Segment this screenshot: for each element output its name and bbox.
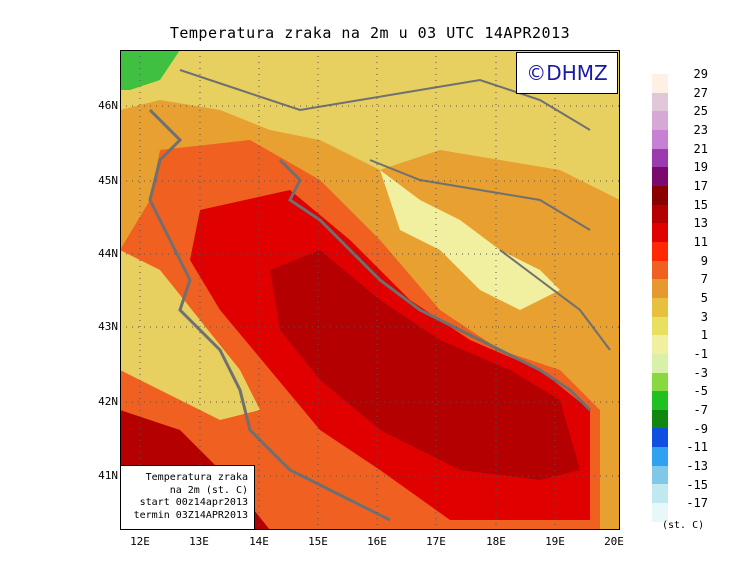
lat-tick: 45N xyxy=(98,174,118,187)
colorbar-swatch xyxy=(652,148,668,168)
colorbar-swatch xyxy=(652,335,668,354)
colorbar xyxy=(652,74,668,522)
colorbar-tick-label: 19 xyxy=(693,160,708,175)
colorbar-tick-label: 21 xyxy=(693,141,708,156)
colorbar-swatch xyxy=(652,484,668,504)
map-frame xyxy=(120,50,620,530)
lon-tick: 13E xyxy=(189,535,209,548)
colorbar-swatch xyxy=(652,223,668,242)
info-line: na 2m (st. C) xyxy=(169,484,248,496)
colorbar-swatch xyxy=(652,111,668,130)
lon-tick: 14E xyxy=(249,535,269,548)
north-yellow-zone xyxy=(120,50,620,200)
lat-tick: 41N xyxy=(98,469,118,482)
lon-tick: 20E xyxy=(604,535,624,548)
colorbar-tick-label: -11 xyxy=(686,440,708,455)
colorbar-swatch xyxy=(652,353,668,373)
colorbar-unit: (st. C) xyxy=(662,520,705,531)
lon-tick: 16E xyxy=(367,535,387,548)
colorbar-tick-label: 13 xyxy=(693,216,708,231)
colorbar-tick-label: -13 xyxy=(686,458,708,473)
colorbar-swatch xyxy=(652,279,668,298)
green-corner xyxy=(120,50,180,90)
colorbar-swatch xyxy=(652,167,668,186)
colorbar-swatch xyxy=(652,92,668,112)
map-info-box: Temperatura zraka na 2m (st. C) start 00… xyxy=(120,465,255,530)
colorbar-swatch xyxy=(652,372,668,392)
colorbar-tick-label: 17 xyxy=(693,178,708,193)
colorbar-tick-label: -9 xyxy=(693,421,708,436)
colorbar-tick-label: 11 xyxy=(693,234,708,249)
colorbar-tick-label: 15 xyxy=(693,197,708,212)
colorbar-tick-label: 3 xyxy=(700,309,708,324)
colorbar-swatch xyxy=(652,409,668,429)
colorbar-swatch xyxy=(652,260,668,280)
colorbar-tick-label: -5 xyxy=(693,384,708,399)
colorbar-swatch xyxy=(652,465,668,485)
colorbar-swatch xyxy=(652,447,668,466)
colorbar-tick-label: -7 xyxy=(693,402,708,417)
lat-tick: 43N xyxy=(98,320,118,333)
lon-tick: 12E xyxy=(130,535,150,548)
lat-tick: 44N xyxy=(98,247,118,260)
colorbar-tick-label: 5 xyxy=(700,290,708,305)
colorbar-swatch xyxy=(652,185,668,205)
colorbar-swatch xyxy=(652,316,668,336)
italy-land xyxy=(120,250,260,420)
lon-tick: 17E xyxy=(426,535,446,548)
colorbar-tick-label: 7 xyxy=(700,272,708,287)
temperature-map xyxy=(120,50,620,530)
colorbar-tick-label: 9 xyxy=(700,253,708,268)
colorbar-swatch xyxy=(652,74,668,93)
lon-tick: 15E xyxy=(308,535,328,548)
colorbar-tick-label: -1 xyxy=(693,346,708,361)
colorbar-swatch xyxy=(652,391,668,410)
colorbar-tick-label: -17 xyxy=(686,496,708,511)
colorbar-swatch xyxy=(652,204,668,224)
grid-lines xyxy=(120,50,620,530)
lat-tick: 46N xyxy=(98,99,118,112)
colorbar-tick-label: 27 xyxy=(693,85,708,100)
colorbar-swatch xyxy=(652,428,668,448)
colorbar-tick-label: 29 xyxy=(693,67,708,81)
info-line: Temperatura zraka xyxy=(145,472,248,483)
inland-light-zone xyxy=(380,170,560,310)
colorbar-tick-label: 25 xyxy=(693,104,708,119)
colorbar-tick-label: 1 xyxy=(700,328,708,343)
colorbar-swatch xyxy=(652,129,668,149)
colorbar-tick-label: 23 xyxy=(693,122,708,137)
lat-tick: 42N xyxy=(98,395,118,408)
colorbar-swatch xyxy=(652,297,668,317)
coastline xyxy=(148,108,592,522)
colorbar-tick-label: -3 xyxy=(693,365,708,380)
colorbar-swatch xyxy=(652,241,668,261)
dhmz-logo: ©DHMZ xyxy=(516,52,618,94)
lon-tick: 18E xyxy=(486,535,506,548)
info-line: termin 03Z14APR2013 xyxy=(133,509,248,521)
colorbar-tick-label: -15 xyxy=(686,477,708,492)
border-lines xyxy=(179,69,611,351)
sea-darkred-core xyxy=(270,250,580,480)
colorbar-swatch xyxy=(652,503,668,522)
lon-tick: 19E xyxy=(545,535,565,548)
info-line: start 00z14apr2013 xyxy=(139,497,248,508)
map-title: Temperatura zraka na 2m u 03 UTC 14APR20… xyxy=(169,24,571,42)
